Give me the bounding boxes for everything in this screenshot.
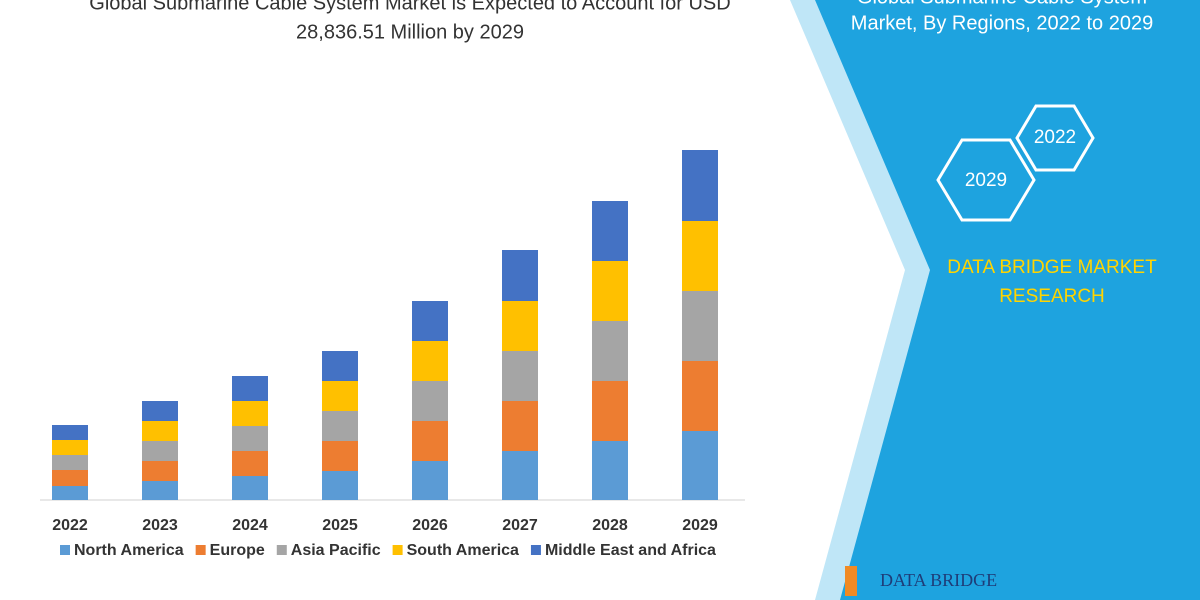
bar-segment: [142, 401, 178, 421]
legend-swatch: [276, 545, 287, 555]
bar-segment: [412, 461, 448, 500]
x-tick-label: 2023: [142, 517, 178, 534]
bar-segment: [502, 401, 538, 451]
logo-text: DATA BRIDGE: [880, 570, 997, 590]
bar-segment: [502, 451, 538, 500]
x-tick-label: 2025: [322, 517, 358, 534]
hexagon: [1015, 104, 1095, 172]
bar-segment: [682, 291, 718, 361]
x-tick-label: 2022: [52, 517, 88, 534]
legend-label: Middle East and Africa: [545, 542, 716, 559]
bar-segment: [502, 351, 538, 401]
bar-segment: [412, 341, 448, 381]
panel-title: Global Submarine Cable System: [857, 0, 1147, 8]
legend-swatch: [530, 545, 541, 555]
bar-segment: [592, 201, 628, 261]
bar-segment: [232, 426, 268, 451]
bar-segment: [52, 455, 88, 470]
bar-segment: [52, 486, 88, 500]
hexagon-label: 2029: [965, 170, 1007, 191]
hexagon-label: 2022: [1034, 127, 1076, 148]
bar-segment: [232, 401, 268, 426]
legend-swatch: [60, 545, 70, 555]
bar-segment: [502, 301, 538, 351]
bar-segment: [592, 441, 628, 500]
legend-swatch: [392, 545, 403, 555]
x-tick-label: 2026: [412, 517, 448, 534]
bar-segment: [142, 441, 178, 461]
bar-segment: [412, 381, 448, 421]
bar-segment: [412, 421, 448, 461]
panel-title: Market, By Regions, 2022 to 2029: [851, 12, 1153, 34]
bar-segment: [52, 470, 88, 486]
bar-segment: [232, 376, 268, 401]
legend-label: Asia Pacific: [291, 542, 381, 559]
bar-segment: [52, 425, 88, 440]
x-tick-label: 2028: [592, 517, 628, 534]
legend-swatch: [195, 545, 206, 555]
bar-segment: [592, 261, 628, 321]
legend-label: North America: [74, 542, 184, 559]
bar-segment: [142, 461, 178, 481]
bar-segment: [412, 301, 448, 341]
bar-segment: [142, 421, 178, 441]
bar-segment: [682, 221, 718, 291]
bar-segment: [322, 441, 358, 471]
hexagon: [936, 138, 1036, 222]
x-tick-label: 2024: [232, 517, 268, 534]
brand-text: RESEARCH: [999, 286, 1105, 307]
bar-segment: [322, 351, 358, 381]
bar-segment: [592, 321, 628, 381]
bar-segment: [322, 381, 358, 411]
logo-icon: [845, 566, 857, 596]
brand-text: DATA BRIDGE MARKET: [947, 257, 1157, 278]
title-line: 28,836.51 Million by 2029: [296, 21, 524, 43]
bar-segment: [142, 481, 178, 500]
bar-segment: [592, 381, 628, 441]
title-line: Global Submarine Cable System Market is …: [89, 0, 730, 14]
bar-segment: [682, 361, 718, 431]
bar-segment: [682, 150, 718, 221]
panel: [815, 0, 1200, 600]
x-tick-label: 2027: [502, 517, 538, 534]
bar-segment: [502, 250, 538, 301]
bar-segment: [52, 440, 88, 455]
bar-segment: [322, 471, 358, 500]
bar-segment: [232, 476, 268, 500]
bar-segment: [682, 431, 718, 500]
x-tick-label: 2029: [682, 517, 718, 534]
bar-segment: [232, 451, 268, 476]
legend-label: South America: [407, 542, 519, 559]
bar-segment: [322, 411, 358, 441]
legend-label: Europe: [210, 542, 265, 559]
